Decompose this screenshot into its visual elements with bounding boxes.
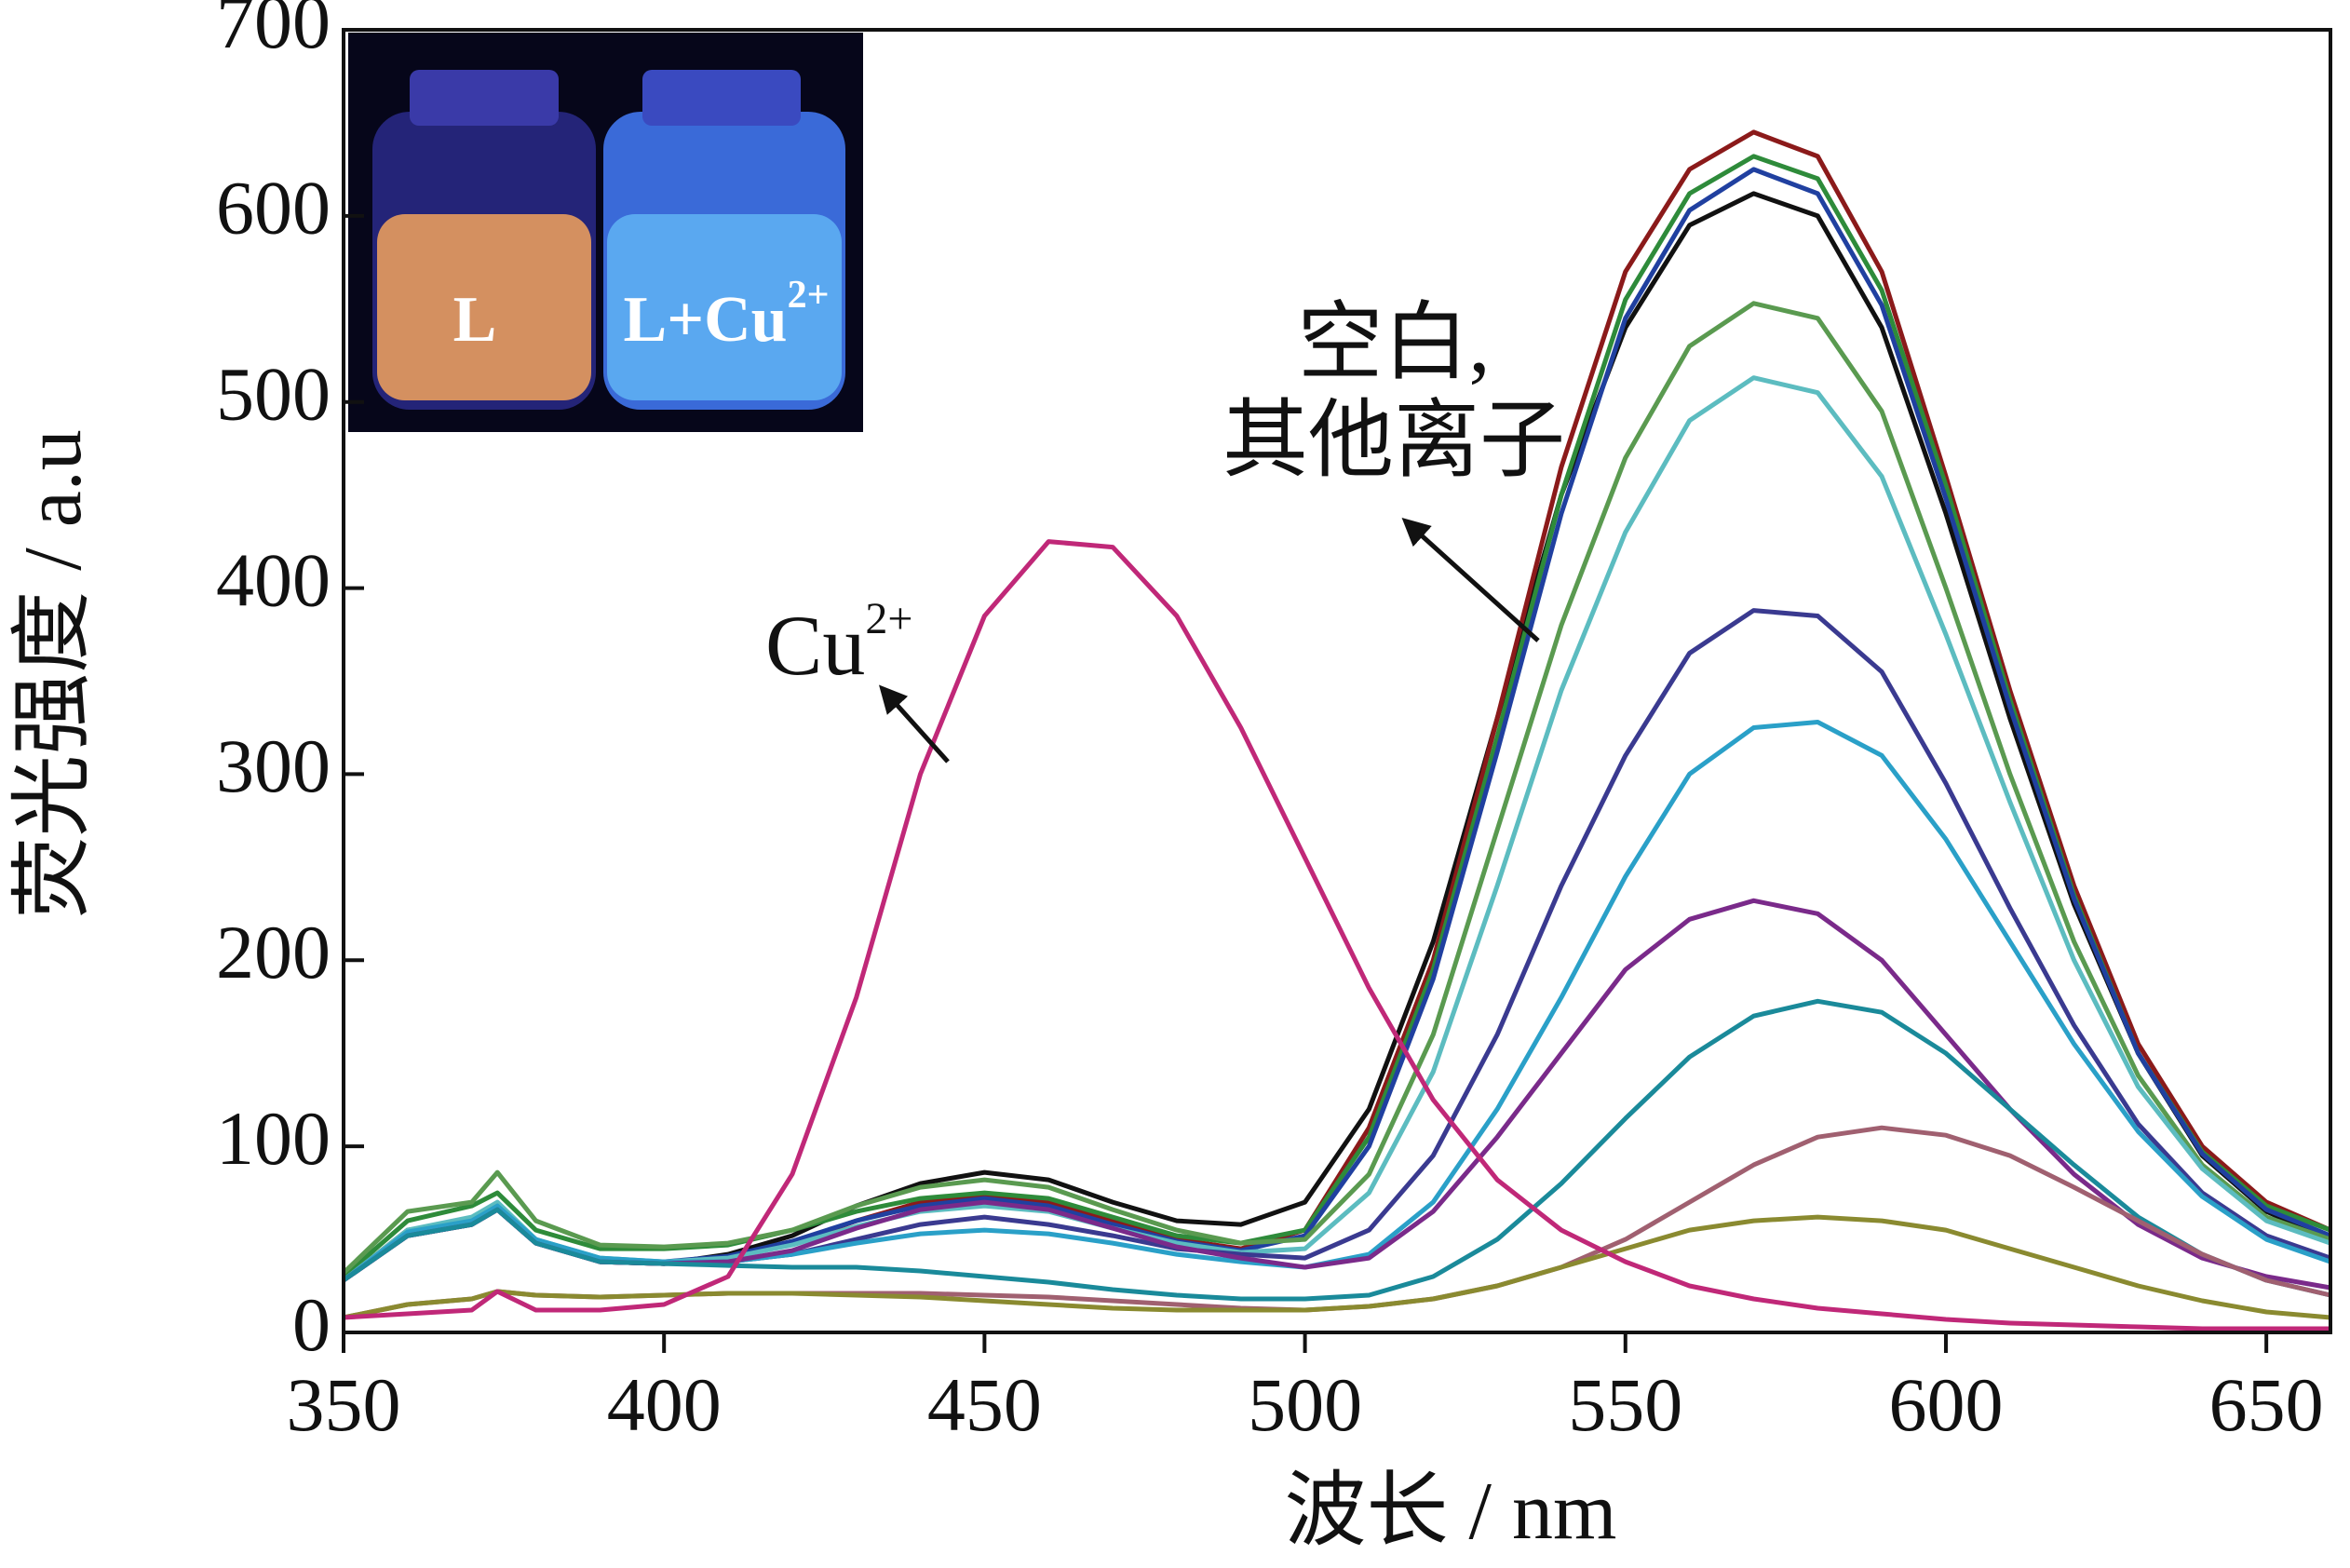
y-tick-label: 0 xyxy=(292,1282,331,1367)
inset-label: L+Cu2+ xyxy=(624,274,830,356)
y-tick-label: 100 xyxy=(216,1096,331,1181)
series-line xyxy=(343,539,2330,1331)
y-tick-label: 300 xyxy=(216,723,331,808)
x-tick-label: 350 xyxy=(287,1362,401,1447)
x-tick-label: 500 xyxy=(1248,1362,1362,1447)
y-axis-label: 荧光强度 / a.u xyxy=(8,429,99,919)
series-line xyxy=(342,301,2331,1275)
series-line xyxy=(342,154,2331,1278)
annotation: Cu xyxy=(765,598,865,693)
inset-label: L xyxy=(453,284,497,356)
inset-label-sup: 2+ xyxy=(788,274,830,317)
plot-frame xyxy=(342,28,2332,1334)
annotation-sup: 2+ xyxy=(865,594,912,643)
arrow xyxy=(878,684,950,764)
x-tick-label: 450 xyxy=(927,1362,1042,1447)
inset-label: L+Cu xyxy=(624,284,788,356)
y-tick-label: 200 xyxy=(216,910,331,994)
annotation: 其他离子 xyxy=(1222,393,1565,488)
y-tick-label: 400 xyxy=(216,537,331,622)
x-axis-label: 波长 / nm xyxy=(1285,1467,1617,1557)
inset-photo xyxy=(348,33,863,432)
annotation: Cu2+ xyxy=(765,594,912,693)
y-tick-label: 700 xyxy=(216,0,331,64)
x-tick-label: 400 xyxy=(607,1362,722,1447)
y-tick-label: 500 xyxy=(216,352,331,437)
series-line xyxy=(342,998,2331,1302)
y-tick-label: 600 xyxy=(216,166,331,250)
series-line xyxy=(342,720,2331,1282)
x-tick-label: 650 xyxy=(2209,1362,2324,1447)
series-line xyxy=(343,1214,2331,1320)
x-tick-label: 550 xyxy=(1568,1362,1682,1447)
arrow xyxy=(1401,517,1540,642)
x-tick-label: 600 xyxy=(1888,1362,2003,1447)
annotation: 空白, xyxy=(1297,295,1490,390)
series-line xyxy=(342,898,2331,1291)
